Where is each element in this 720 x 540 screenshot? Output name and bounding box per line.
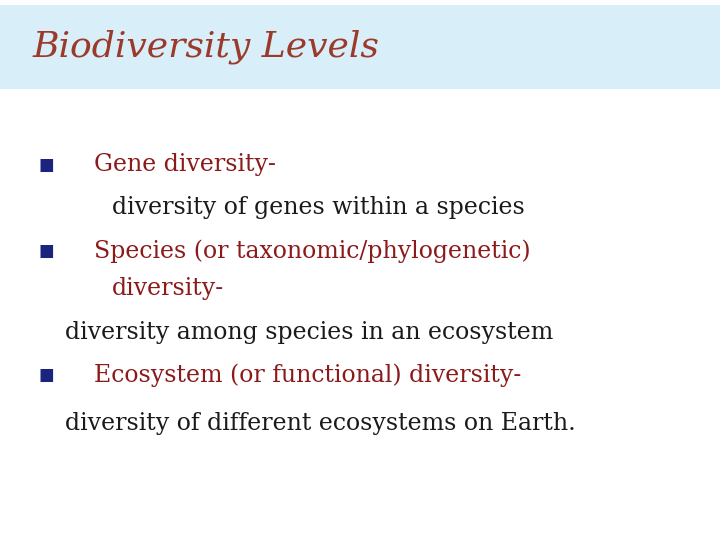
Bar xyxy=(0,5,720,89)
Text: diversity of different ecosystems on Earth.: diversity of different ecosystems on Ear… xyxy=(65,413,575,435)
Text: ■: ■ xyxy=(39,242,55,260)
Text: ■: ■ xyxy=(39,366,55,384)
Text: Ecosystem (or functional) diversity-: Ecosystem (or functional) diversity- xyxy=(94,363,521,387)
Text: diversity-: diversity- xyxy=(112,278,224,300)
Text: Biodiversity Levels: Biodiversity Levels xyxy=(32,30,379,64)
Text: diversity of genes within a species: diversity of genes within a species xyxy=(112,197,524,219)
Text: diversity among species in an ecosystem: diversity among species in an ecosystem xyxy=(65,321,553,343)
Text: Species (or taxonomic/phylogenetic): Species (or taxonomic/phylogenetic) xyxy=(94,239,530,263)
Text: Gene diversity-: Gene diversity- xyxy=(94,153,276,176)
Text: ■: ■ xyxy=(39,156,55,174)
